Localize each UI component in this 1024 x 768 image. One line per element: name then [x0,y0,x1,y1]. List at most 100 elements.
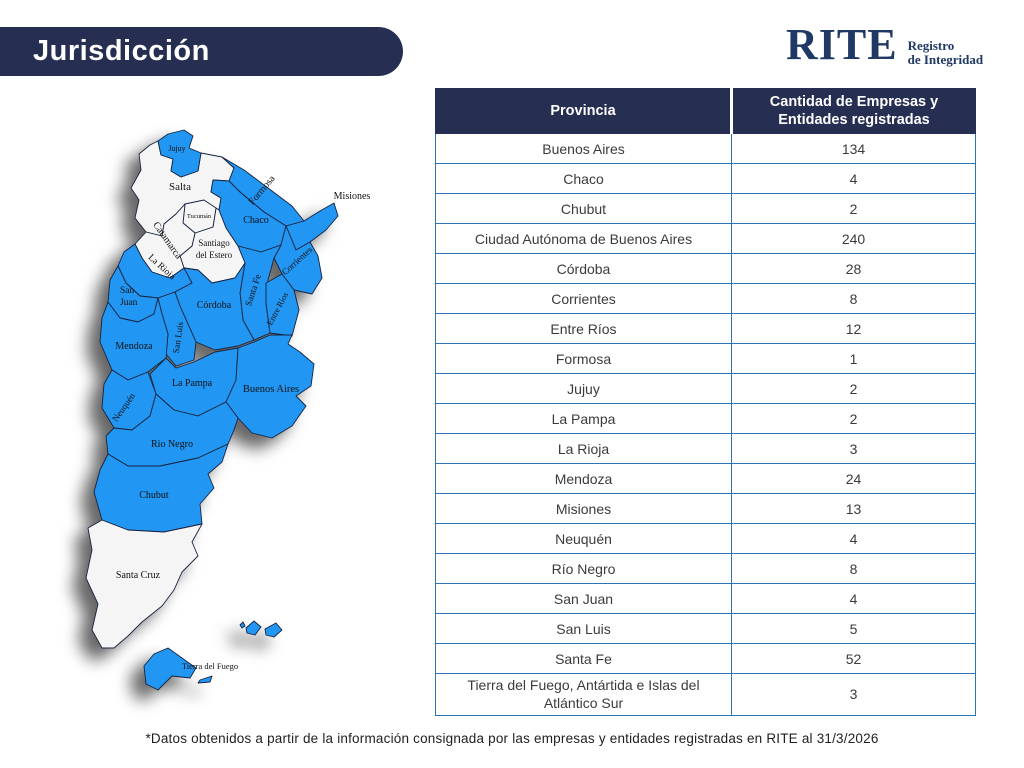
count-cell: 134 [731,133,976,165]
rite-logo: RITE Registro de Integridad [786,20,984,69]
map-label-la-pampa: La Pampa [172,378,213,389]
count-cell: 28 [731,253,976,285]
count-cell: 8 [731,283,976,315]
map-label-salta: Salta [169,181,191,193]
map-shapes [85,129,339,691]
map-label-san-juan: Juan [120,298,138,308]
province-cell: Chaco [435,163,732,195]
rite-tagline-line1: Registro [907,38,955,53]
province-cell: Río Negro [435,553,732,585]
province-cell: Ciudad Autónoma de Buenos Aires [435,223,732,255]
province-entre-rios [265,273,300,337]
count-cell: 13 [731,493,976,525]
page-title: Jurisdicción [33,35,210,67]
count-cell: 2 [731,403,976,435]
province-cell: Neuquén [435,523,732,555]
map-label-chaco: Chaco [243,215,269,226]
table-row: La Pampa 2 [435,403,976,435]
map-label-misiones: Misiones [334,191,371,202]
table-row: Chaco 4 [435,163,976,195]
province-chubut [93,443,229,533]
table-row: Buenos Aires 134 [435,133,976,165]
province-cell: Santa Fe [435,643,732,675]
table-row: San Luis 5 [435,613,976,645]
count-cell: 4 [731,523,976,555]
table-row: Chubut 2 [435,193,976,225]
count-cell: 8 [731,553,976,585]
province-cell: Misiones [435,493,732,525]
province-tierra-del-fuego-islet [197,675,213,684]
province-santa-cruz [85,519,203,649]
count-cell: 2 [731,193,976,225]
map-label-santiago-del-estero: del Estero [196,250,233,260]
table-row: La Rioja 3 [435,433,976,465]
map-label-tucuman: Tucumán [187,213,212,220]
count-cell: 24 [731,463,976,495]
map-label-santiago-del-estero: Santiago [198,238,230,248]
table-row: Río Negro 8 [435,553,976,585]
map-label-mendoza: Mendoza [115,341,153,352]
province-islas-malvinas-east [264,622,283,638]
table-row: Corrientes 8 [435,283,976,315]
province-islas-malvinas-west [245,620,262,636]
table-row: Entre Ríos 12 [435,313,976,345]
table-header-row: Provincia Cantidad de Empresas y Entidad… [435,87,976,135]
map-label-san-juan: San [120,286,135,296]
table-body: Buenos Aires 134 Chaco 4 Chubut 2 Ciudad Autón… [435,133,976,716]
province-islas-malvinas-speck [239,621,246,629]
province-cell: Córdoba [435,253,732,285]
footnote: *Datos obtenidos a partir de la informac… [145,731,879,746]
count-cell: 240 [731,223,976,255]
rite-wordmark: RITE [786,20,898,69]
count-cell: 12 [731,313,976,345]
province-jujuy [157,129,202,178]
province-cell: La Pampa [435,403,732,435]
map-label-santa-cruz: Santa Cruz [116,570,161,581]
count-cell: 3 [731,433,976,465]
province-cell: Chubut [435,193,732,225]
count-cell: 52 [731,643,976,675]
province-cell: Entre Ríos [435,313,732,345]
map-label-rio-negro: Rio Negro [151,439,193,450]
province-cell: Buenos Aires [435,133,732,165]
province-cell: Tierra del Fuego, Antártida e Islas del … [435,673,732,716]
table-row: Misiones 13 [435,493,976,525]
province-cell: Corrientes [435,283,732,315]
count-cell: 3 [731,673,976,716]
table-row: Jujuy 2 [435,373,976,405]
table-row: San Juan 4 [435,583,976,615]
province-mendoza [99,297,169,381]
province-cell: San Luis [435,613,732,645]
header-cantidad: Cantidad de Empresas y Entidades registr… [730,87,976,135]
map-label-tierra-del-fuego: Tierra del Fuego [182,661,238,671]
table-row: Córdoba 28 [435,253,976,285]
table-row: Formosa 1 [435,343,976,375]
rite-tagline: Registro de Integridad [907,38,984,68]
province-tierra-del-fuego [143,647,197,691]
argentina-map-svg: SaltaJujuyFormosaChacoMisionesCorrientes… [85,129,371,691]
map-label-jujuy: Jujuy [168,144,185,153]
map-label-san-luis: San Luis [171,321,185,354]
rite-tagline-line2: de Integridad [907,52,984,68]
count-cell: 2 [731,373,976,405]
argentina-map: Salta Jujuy Formosa Chaco Misiones Corrientes… [80,128,380,708]
table-row: Ciudad Autónoma de Buenos Aires 240 [435,223,976,255]
table-row: Mendoza 24 [435,463,976,495]
header-provincia: Provincia [435,87,732,135]
province-cell: La Rioja [435,433,732,465]
province-table: Provincia Cantidad de Empresas y Entidad… [435,87,976,716]
count-cell: 5 [731,613,976,645]
count-cell: 1 [731,343,976,375]
count-cell: 4 [731,583,976,615]
count-cell: 4 [731,163,976,195]
table-row: Tierra del Fuego, Antártida e Islas del … [435,673,976,716]
province-cell: San Juan [435,583,732,615]
page-title-banner: Jurisdicción [0,27,403,76]
province-cell: Mendoza [435,463,732,495]
table-row: Santa Fe 52 [435,643,976,675]
map-label-buenos-aires: Buenos Aires [243,384,299,395]
map-label-chubut: Chubut [139,490,169,501]
province-cell: Jujuy [435,373,732,405]
table-row: Neuquén 4 [435,523,976,555]
province-cell: Formosa [435,343,732,375]
